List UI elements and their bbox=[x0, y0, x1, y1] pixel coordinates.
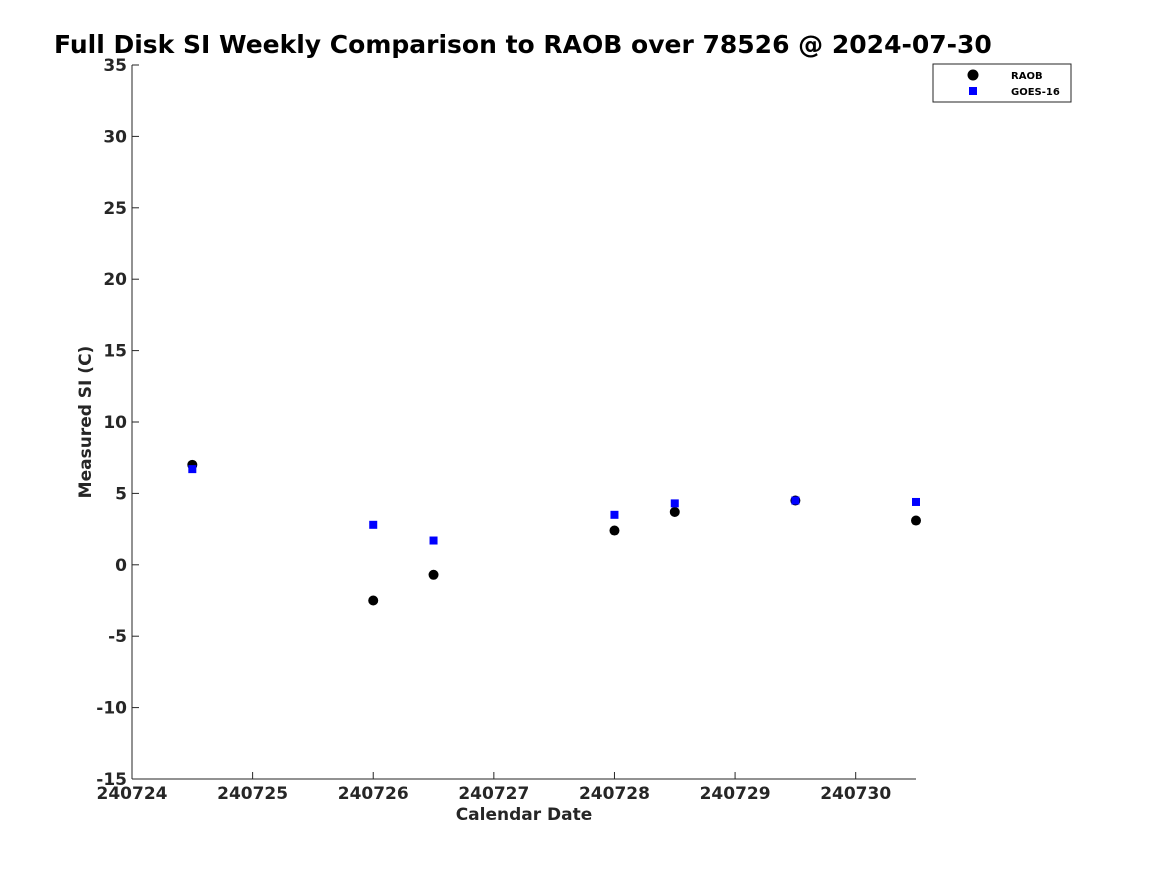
goes-16-point bbox=[369, 520, 378, 529]
raob-point bbox=[911, 515, 921, 526]
x-tick-label: 240730 bbox=[820, 784, 891, 804]
goes-16-point bbox=[670, 499, 679, 508]
x-tick-label: 240726 bbox=[338, 784, 409, 804]
legend-label-goes-16: GOES-16 bbox=[1011, 87, 1060, 98]
y-tick-label: 15 bbox=[103, 342, 127, 362]
data-points bbox=[187, 459, 921, 606]
raob-point bbox=[609, 525, 620, 536]
x-tick-label: 240725 bbox=[217, 784, 288, 804]
goes-16-point bbox=[791, 496, 800, 505]
raob-point bbox=[428, 569, 439, 580]
y-tick-label: -5 bbox=[108, 627, 127, 647]
y-tick-label: 5 bbox=[115, 484, 127, 504]
y-tick-label: 25 bbox=[103, 199, 127, 219]
goes-16-point bbox=[429, 536, 438, 545]
x-axis-ticks: 240724 240725 240726 240727 240728 240729 2407… bbox=[97, 772, 891, 804]
raob-point bbox=[368, 595, 379, 606]
goes-16-point bbox=[188, 465, 197, 474]
y-tick-label: 10 bbox=[103, 413, 127, 433]
y-tick-label: 0 bbox=[115, 556, 127, 576]
legend: RAOB GOES-16 bbox=[932, 63, 1072, 103]
x-tick-label: 240727 bbox=[458, 784, 529, 804]
y-axis-ticks: -15 -10 -5 0 5 10 15 20 25 30 35 bbox=[96, 56, 139, 790]
y-tick-label: -15 bbox=[96, 770, 127, 790]
x-tick-label: 240724 bbox=[97, 784, 168, 804]
y-axis-label: Measured SI (C) bbox=[76, 346, 96, 499]
goes-16-point bbox=[912, 497, 920, 506]
legend-items: RAOB GOES-16 bbox=[967, 69, 1060, 98]
chart-title: Full Disk SI Weekly Comparison to RAOB o… bbox=[54, 30, 992, 59]
y-tick-label: 30 bbox=[103, 127, 127, 147]
legend-label-raob: RAOB bbox=[1011, 71, 1043, 82]
legend-marker-raob bbox=[967, 69, 979, 81]
raob-point bbox=[669, 506, 680, 517]
x-axis-label: Calendar Date bbox=[456, 805, 593, 825]
y-tick-label: 20 bbox=[103, 270, 127, 290]
x-tick-label: 240728 bbox=[579, 784, 650, 804]
y-tick-label: -10 bbox=[96, 699, 127, 719]
x-tick-label: 240729 bbox=[700, 784, 771, 804]
y-tick-label: 35 bbox=[103, 56, 127, 76]
goes-16-point bbox=[610, 510, 619, 519]
legend-marker-goes-16 bbox=[969, 87, 977, 95]
legend-box bbox=[932, 63, 1072, 103]
